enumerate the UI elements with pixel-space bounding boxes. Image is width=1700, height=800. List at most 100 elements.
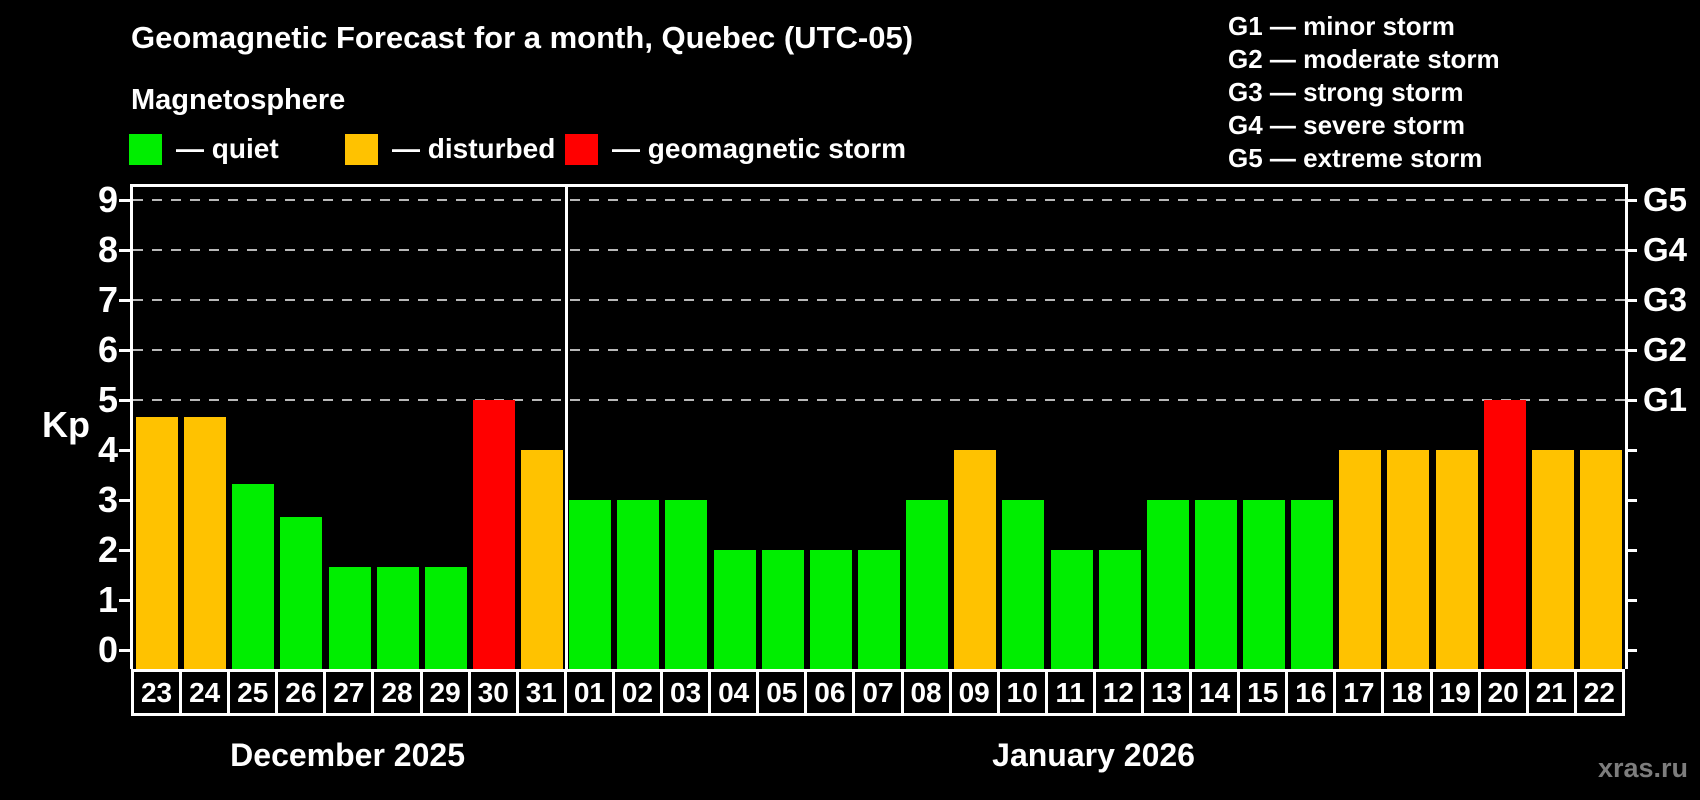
day-label-cell: 20: [1477, 669, 1529, 716]
legend-swatch-storm: [565, 133, 598, 165]
g-legend-line: G3 — strong storm: [1228, 77, 1464, 107]
y-axis-tick-left: [119, 598, 131, 602]
y-axis-tick-left: [119, 298, 131, 302]
g-axis-label-g3: G3: [1643, 281, 1688, 318]
g-legend-line: G4 — severe storm: [1228, 110, 1466, 140]
y-axis-tick-left: [119, 448, 131, 452]
g-scale-legend: G1 — minor storm G2 — moderate storm G3 — …: [1228, 10, 1500, 175]
day-label-cell: 27: [323, 669, 375, 716]
legend-item-quiet: — quiet: [129, 133, 279, 165]
kp-status-legend: — quiet — disturbed — geomagnetic storm: [0, 133, 1700, 167]
magnetosphere-label: Magnetosphere: [131, 84, 346, 116]
kp-bar-day-07: [858, 550, 900, 669]
kp-bar-day-31: [521, 450, 564, 669]
kp-bar-day-23: [136, 416, 179, 669]
kp-bar-day-19: [1435, 450, 1478, 669]
kp-bar-day-18: [1387, 450, 1430, 669]
kp-bar-day-24: [184, 416, 227, 669]
y-axis-tick-right: [1625, 498, 1637, 502]
day-label-cell: 10: [996, 669, 1048, 716]
y-axis-tick-right: [1625, 598, 1637, 602]
y-axis-tick-label-9: 9: [97, 179, 118, 220]
day-label-cell: 09: [948, 669, 1000, 716]
kp-bar-day-11: [1050, 550, 1093, 669]
day-label-cell: 04: [708, 669, 760, 716]
day-label-cell: 21: [1525, 669, 1577, 716]
day-label-cell: 01: [563, 669, 615, 716]
y-axis-tick-left: [119, 248, 131, 252]
day-label-cell: 05: [756, 669, 808, 716]
day-label-cell: 24: [179, 669, 231, 716]
kp-bar-day-02: [617, 500, 660, 669]
kp-bar-chart-plot: [130, 184, 1628, 669]
kp-bar-day-16: [1291, 500, 1334, 669]
day-label-cell: 13: [1140, 669, 1193, 716]
day-label-cell: 28: [371, 669, 423, 716]
g-legend-line: G5 — extreme storm: [1228, 143, 1483, 173]
y-axis-tick-left: [119, 348, 131, 352]
kp-bar-day-29: [424, 566, 467, 669]
g-axis-label-g2: G2: [1643, 331, 1688, 368]
legend-item-disturbed: — disturbed: [345, 133, 555, 165]
day-label-cell: 29: [419, 669, 471, 716]
y-axis-tick-right: [1625, 298, 1637, 302]
day-axis-row: 23 24 25 26 27 28 29 30 31 01 02 03 04 05 06 07 08 09 10 11…: [131, 669, 1625, 716]
kp-bar-day-14: [1194, 500, 1237, 669]
y-axis-tick-right: [1625, 398, 1637, 402]
y-axis-tick-left: [119, 498, 131, 502]
kp-bar-day-15: [1243, 500, 1286, 669]
y-axis-tick-label-5: 5: [97, 379, 118, 420]
day-label-cell: 17: [1333, 669, 1385, 716]
legend-item-label: — geomagnetic storm: [612, 133, 907, 164]
legend-item-storm: — geomagnetic storm: [565, 133, 906, 165]
y-axis-tick-label-2: 2: [97, 529, 118, 570]
kp-bar-day-30: [472, 400, 515, 669]
month-separator-line: [564, 187, 568, 669]
y-axis-tick-label-7: 7: [97, 279, 118, 320]
y-axis-tick-right: [1625, 448, 1637, 452]
kp-bar-day-01: [569, 500, 612, 669]
gridline-kp-6: [133, 349, 1625, 351]
day-label-cell: 23: [131, 669, 183, 716]
y-axis-tick-right: [1625, 248, 1637, 252]
kp-bar-day-28: [376, 566, 419, 669]
y-axis-tick-left: [119, 548, 131, 552]
y-axis-tick-right: [1625, 348, 1637, 352]
gridline-kp-7: [133, 299, 1625, 301]
day-label-cell: 22: [1573, 669, 1625, 716]
kp-bar-day-12: [1098, 550, 1141, 669]
y-axis-tick-left: [119, 198, 131, 202]
day-label-cell: 14: [1189, 669, 1241, 716]
day-label-cell: 18: [1381, 669, 1433, 716]
gridline-kp-9: [133, 199, 1625, 201]
month-label-0: December 2025: [230, 737, 465, 773]
month-label-1: January 2026: [992, 737, 1195, 773]
g-legend-line: G1 — minor storm: [1228, 11, 1455, 41]
legend-item-label: — disturbed: [392, 133, 556, 164]
kp-bar-day-06: [809, 550, 852, 669]
day-label-cell: 19: [1429, 669, 1481, 716]
kp-bar-day-09: [954, 450, 997, 669]
kp-bar-day-13: [1146, 500, 1189, 669]
kp-bar-day-21: [1531, 450, 1574, 669]
day-label-cell: 03: [660, 669, 712, 716]
kp-bar-day-05: [761, 550, 804, 669]
legend-item-label: — quiet: [176, 133, 279, 164]
kp-bar-day-08: [906, 500, 949, 669]
y-axis-title: Kp: [42, 404, 90, 445]
y-axis-tick-label-8: 8: [97, 229, 118, 270]
y-axis-tick-label-1: 1: [97, 579, 118, 620]
kp-bar-day-04: [713, 550, 756, 669]
day-label-cell: 11: [1044, 669, 1096, 716]
kp-bar-day-10: [1002, 500, 1045, 669]
legend-swatch-disturbed: [345, 133, 378, 165]
gridline-kp-8: [133, 249, 1625, 251]
day-label-cell: 31: [515, 669, 567, 716]
g-legend-line: G2 — moderate storm: [1228, 44, 1500, 74]
kp-bar-day-17: [1339, 450, 1382, 669]
day-label-cell: 08: [900, 669, 952, 716]
y-axis-tick-right: [1625, 198, 1637, 202]
g-axis-label-g4: G4: [1643, 231, 1688, 268]
day-label-cell: 15: [1237, 669, 1289, 716]
